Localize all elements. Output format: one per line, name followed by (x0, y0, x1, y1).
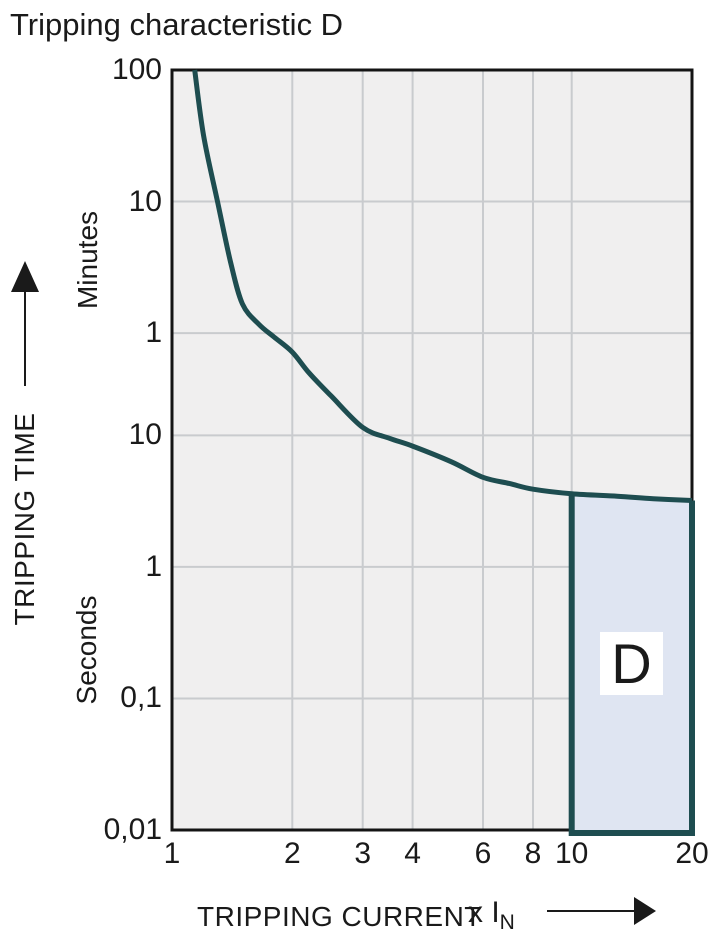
x-tick-label-2: 2 (283, 837, 301, 870)
x-tick-label-6: 6 (474, 837, 492, 870)
x-tick-label-8: 8 (524, 837, 542, 870)
x-axis-arrow-icon (547, 897, 656, 925)
plot-border (170, 68, 694, 832)
chart-title: Tripping characteristic D (10, 7, 344, 42)
x-tick-label-3: 3 (354, 837, 372, 870)
y-axis-title: TRIPPING TIME (9, 412, 40, 626)
y-tick-label-1-seconds: 1 (145, 549, 162, 583)
trip-region-border (568, 493, 695, 836)
x-tick-label-10: 10 (554, 837, 589, 870)
y-tick-label-1-minutes: 1 (145, 316, 162, 350)
x-axis-title: TRIPPING CURRENT (197, 901, 482, 932)
tripping-curve (192, 69, 693, 503)
y-tick-label-0_1-seconds: 0,1 (120, 681, 162, 715)
y-tick-label-10-seconds: 10 (128, 418, 162, 452)
y-tick-label-10-minutes: 10 (128, 184, 162, 218)
x-axis-unit: x IN (468, 896, 515, 935)
y-tick-label-0_01-seconds: 0,01 (103, 813, 162, 846)
y-axis-seconds-label: Seconds (71, 595, 102, 705)
x-tick-label-1: 1 (163, 837, 181, 870)
plot-layers (170, 68, 695, 836)
y-tick-label-100-minutes: 100 (111, 53, 162, 86)
trip-region-label: D (600, 632, 663, 695)
y-axis-minutes-label: Minutes (72, 210, 103, 310)
x-tick-label-4: 4 (404, 837, 421, 870)
x-axis-unit-prefix: x I (468, 896, 500, 929)
x-axis-unit-subscript: N (499, 911, 515, 934)
y-axis-arrow-icon (11, 261, 39, 386)
x-tick-label-20: 20 (675, 837, 709, 870)
